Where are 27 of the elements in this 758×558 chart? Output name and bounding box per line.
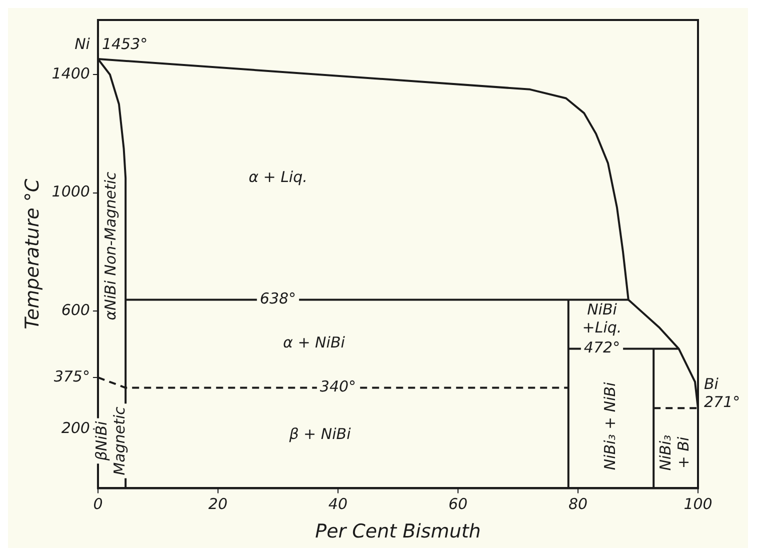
- annotation: β + NiBi: [288, 424, 352, 443]
- x-tick-label: 100: [684, 495, 712, 514]
- x-tick-label: 80: [568, 495, 588, 514]
- annotation: NiBi₃ + NiBi: [600, 381, 619, 470]
- x-tick-label: 40: [328, 495, 348, 514]
- annotation: α + NiBi: [283, 333, 346, 352]
- annotation: 638°: [260, 290, 296, 308]
- annotation: Bi 271°: [704, 375, 740, 412]
- y-tick-label: 200: [61, 419, 90, 438]
- y-tick-label: 600: [61, 300, 90, 319]
- annotation: 472°: [584, 338, 620, 357]
- annotation: Ni: [74, 34, 91, 53]
- y-tick-label: 1000: [52, 182, 90, 201]
- x-axis-title: Per Cent Bismuth: [315, 520, 481, 543]
- annotation: 1453°: [102, 34, 148, 53]
- annotation: NiBi +Liq.: [582, 300, 622, 337]
- annotation: 340°: [320, 378, 356, 396]
- y-tick-label: 375°: [54, 367, 90, 386]
- x-tick-label: 60: [448, 495, 468, 514]
- x-tick-label: 20: [208, 495, 228, 514]
- y-tick-label: 1400: [52, 64, 90, 83]
- y-axis-title: Temperature °C: [21, 178, 44, 330]
- annotation: βNiBi Magnetic: [92, 406, 129, 476]
- annotation: NiBi₃ + Bi: [656, 434, 693, 471]
- x-tick-label: 0: [93, 495, 103, 514]
- annotation: αNiBi Non-Magnetic: [102, 170, 120, 320]
- annotation: α + Liq.: [248, 168, 308, 186]
